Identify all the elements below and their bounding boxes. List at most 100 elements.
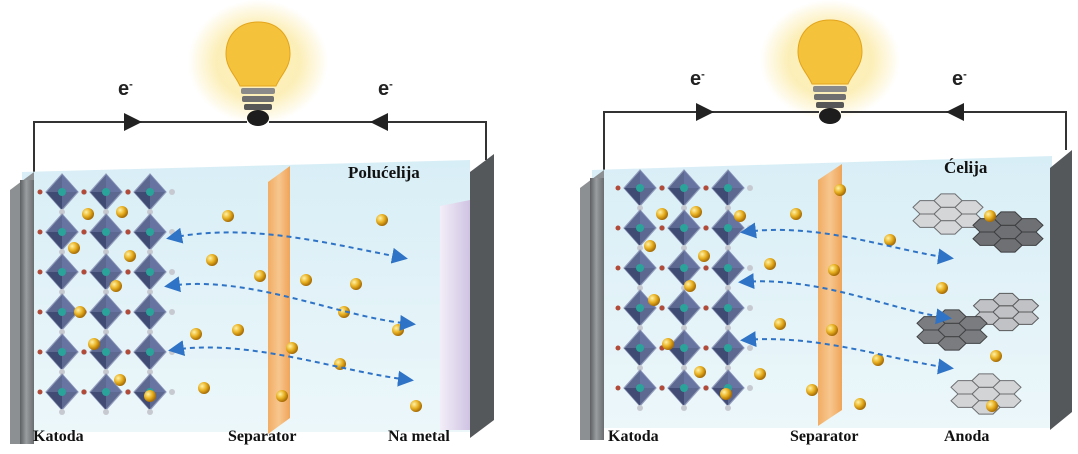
- sodium-ion: [350, 278, 362, 290]
- sodium-ion: [694, 366, 706, 378]
- sodium-ion: [774, 318, 786, 330]
- half-cell-panel: [10, 0, 494, 444]
- sodium-ion: [884, 234, 896, 246]
- external-wire-left: [33, 121, 247, 172]
- lattice-unit: [125, 293, 175, 335]
- sodium-ion: [82, 208, 94, 220]
- sodium-ion: [648, 294, 660, 306]
- lattice-unit: [659, 329, 709, 371]
- sodium-ion: [110, 280, 122, 292]
- cathode-crystal-lattice: [615, 169, 753, 411]
- lattice-unit: [125, 253, 175, 295]
- lattice-unit: [125, 333, 175, 375]
- sodium-ion: [74, 306, 86, 318]
- lattice-unit: [703, 249, 753, 291]
- sodium-ion: [990, 350, 1002, 362]
- panel-title-full-cell: Ćelija: [944, 158, 988, 177]
- sodium-ion: [834, 184, 846, 196]
- ion-migration-arrows: [738, 222, 954, 375]
- graphene-hexagon: [993, 238, 1023, 253]
- sodium-ion: [116, 206, 128, 218]
- sodium-ion: [644, 240, 656, 252]
- full-cell-panel: [580, 0, 1072, 440]
- label-separator: Separator: [228, 428, 297, 445]
- sodium-ion: [198, 382, 210, 394]
- sodium-ion: [254, 270, 266, 282]
- na-metal-plate: [440, 200, 470, 430]
- sodium-ion: [300, 274, 312, 286]
- sodium-ion: [88, 338, 100, 350]
- graphene-hexagon: [937, 336, 967, 351]
- label-cathode: Katoda: [33, 428, 84, 445]
- sodium-ion: [68, 242, 80, 254]
- sodium-ion: [734, 210, 746, 222]
- light-bulb-icon: [797, 19, 863, 124]
- sodium-ion: [854, 398, 866, 410]
- sodium-ion: [698, 250, 710, 262]
- sodium-ion: [114, 374, 126, 386]
- graphene-hexagon: [992, 292, 1020, 307]
- electrolyte: [22, 160, 470, 432]
- label-anode: Anoda: [944, 428, 990, 445]
- lattice-unit: [125, 173, 175, 215]
- sodium-ion: [754, 368, 766, 380]
- light-bulb-icon: [225, 21, 291, 126]
- label-anode: Na metal: [388, 428, 450, 445]
- ion-migration-arrows: [164, 227, 416, 387]
- lattice-unit: [659, 369, 709, 411]
- sodium-ion: [286, 342, 298, 354]
- sodium-ion: [206, 254, 218, 266]
- graphene-hexagon: [993, 211, 1023, 226]
- label-cathode: Katoda: [608, 428, 659, 445]
- sodium-ion: [376, 214, 388, 226]
- sodium-ion: [806, 384, 818, 396]
- sodium-ion: [124, 250, 136, 262]
- sodium-ion: [828, 264, 840, 276]
- lattice-unit: [81, 173, 131, 215]
- sodium-ion: [790, 208, 802, 220]
- lattice-unit: [37, 333, 87, 375]
- electron-label-left: e-: [690, 68, 705, 90]
- sodium-ion: [232, 324, 244, 336]
- sodium-ion: [764, 258, 776, 270]
- electron-label-right: e-: [378, 78, 393, 100]
- graphene-hexagon: [971, 373, 1001, 388]
- sodium-ion: [984, 210, 996, 222]
- sodium-ion: [190, 328, 202, 340]
- lattice-unit: [703, 329, 753, 371]
- lattice-unit: [37, 253, 87, 295]
- sodium-ion: [936, 282, 948, 294]
- sodium-ions: [644, 184, 1002, 412]
- lattice-unit: [615, 249, 665, 291]
- graphene-hexagon: [933, 193, 963, 208]
- anode-current-collector: [1050, 150, 1072, 430]
- external-wire-left: [603, 111, 819, 170]
- anode-current-collector: [470, 154, 494, 438]
- sodium-ion: [826, 324, 838, 336]
- lattice-unit: [615, 329, 665, 371]
- label-separator: Separator: [790, 428, 859, 445]
- lattice-unit: [659, 289, 709, 331]
- graphene-hexagon: [937, 309, 967, 324]
- sodium-ion: [662, 338, 674, 350]
- sodium-ion: [392, 324, 404, 336]
- electron-label-right: e-: [952, 68, 967, 90]
- sodium-ion: [986, 400, 998, 412]
- separator-membrane: [818, 164, 842, 426]
- sodium-ion: [690, 206, 702, 218]
- graphene-hexagon: [992, 317, 1020, 332]
- lattice-unit: [703, 169, 753, 211]
- external-wire-right: [841, 111, 1067, 150]
- sodium-ion: [656, 208, 668, 220]
- lattice-unit: [81, 213, 131, 255]
- graphene-hexagon: [933, 220, 963, 235]
- sodium-ion: [684, 280, 696, 292]
- sodium-ion: [276, 390, 288, 402]
- panel-title-half-cell: Polućelija: [348, 163, 420, 182]
- lattice-unit: [659, 209, 709, 251]
- lattice-unit: [615, 169, 665, 211]
- sodium-ion: [222, 210, 234, 222]
- electron-label-left: e-: [118, 78, 133, 100]
- sodium-ion: [720, 388, 732, 400]
